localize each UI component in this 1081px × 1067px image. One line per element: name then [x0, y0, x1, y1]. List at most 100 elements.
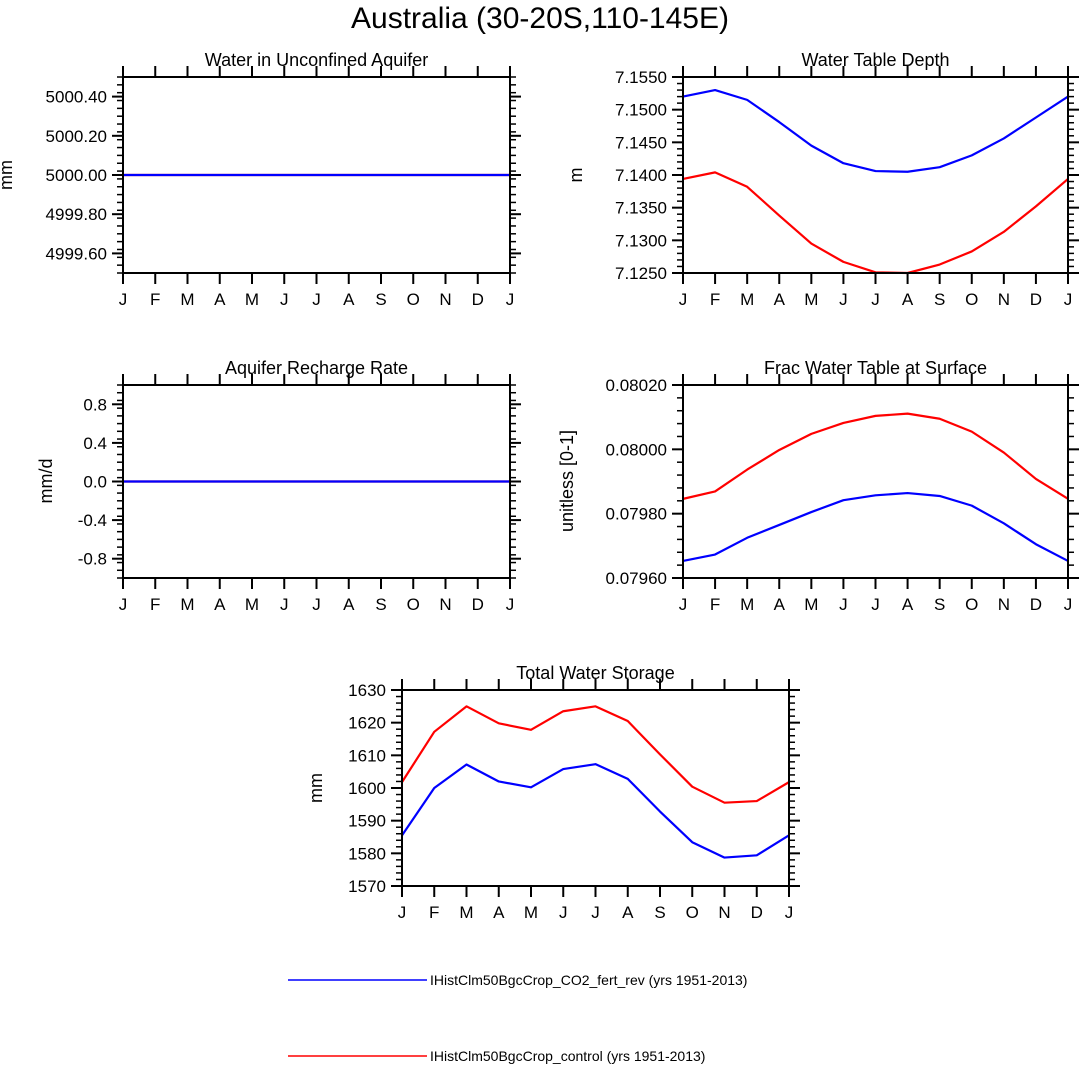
- y-tick-label: 7.1500: [615, 101, 667, 120]
- y-tick-label: 7.1250: [615, 264, 667, 283]
- series-line-2: [682, 412, 1069, 500]
- x-tick-label: A: [214, 290, 226, 309]
- y-tick-label: 4999.80: [46, 205, 107, 224]
- x-tick-label: D: [1030, 290, 1042, 309]
- y-tick-label: 5000.20: [46, 127, 107, 146]
- y-tick-label: 1620: [348, 714, 386, 733]
- x-tick-label: D: [1030, 595, 1042, 614]
- x-tick-label: J: [679, 595, 688, 614]
- x-tick-label: M: [804, 595, 818, 614]
- x-tick-label: S: [934, 595, 945, 614]
- chart-panel-4: Frac Water Table at Surface unitless [0-1…: [557, 358, 1079, 614]
- x-tick-label: J: [312, 595, 321, 614]
- x-tick-label: M: [245, 595, 259, 614]
- legend-label: IHistClm50BgcCrop_control (yrs 1951-2013…: [430, 1048, 705, 1064]
- series-line-2: [401, 705, 790, 804]
- y-axis-label: unitless [0-1]: [557, 430, 577, 532]
- x-tick-label: F: [150, 595, 160, 614]
- x-tick-label: J: [871, 595, 880, 614]
- y-tick-label: -0.8: [78, 550, 107, 569]
- x-tick-label: J: [839, 595, 848, 614]
- x-tick-label: O: [965, 290, 978, 309]
- x-tick-label: J: [312, 290, 321, 309]
- x-tick-label: F: [710, 290, 720, 309]
- y-tick-label: 0.08000: [606, 440, 667, 459]
- y-tick-label: 4999.60: [46, 244, 107, 263]
- y-tick-label: 5000.00: [46, 166, 107, 185]
- x-tick-label: J: [1064, 290, 1073, 309]
- x-tick-label: A: [343, 290, 355, 309]
- y-tick-label: 7.1300: [615, 231, 667, 250]
- x-tick-label: D: [472, 290, 484, 309]
- series-line-1: [682, 88, 1069, 173]
- y-tick-label: 0.8: [83, 395, 107, 414]
- y-tick-label: 1580: [348, 844, 386, 863]
- y-tick-label: 0.08020: [606, 376, 667, 395]
- x-tick-label: M: [459, 903, 473, 922]
- x-tick-label: A: [214, 595, 226, 614]
- x-tick-label: A: [774, 290, 786, 309]
- x-tick-label: J: [119, 595, 128, 614]
- x-tick-label: M: [180, 595, 194, 614]
- x-tick-label: A: [902, 290, 914, 309]
- x-tick-label: N: [998, 290, 1010, 309]
- legend-item-1: IHistClm50BgcCrop_CO2_fert_rev (yrs 1951…: [288, 972, 747, 988]
- y-tick-label: 1610: [348, 746, 386, 765]
- x-tick-label: N: [439, 290, 451, 309]
- y-tick-label: 1630: [348, 681, 386, 700]
- x-tick-label: F: [429, 903, 439, 922]
- y-tick-label: 7.1400: [615, 166, 667, 185]
- y-tick-label: 0.07960: [606, 569, 667, 588]
- x-tick-label: D: [751, 903, 763, 922]
- legend-item-2: IHistClm50BgcCrop_control (yrs 1951-2013…: [288, 1048, 705, 1064]
- panel-title: Aquifer Recharge Rate: [225, 358, 408, 378]
- x-tick-label: J: [785, 903, 794, 922]
- x-tick-label: J: [280, 290, 289, 309]
- y-tick-label: 1570: [348, 877, 386, 896]
- legend-label: IHistClm50BgcCrop_CO2_fert_rev (yrs 1951…: [430, 972, 747, 988]
- x-tick-label: S: [375, 595, 386, 614]
- x-tick-label: M: [740, 595, 754, 614]
- series-line-1: [401, 763, 790, 859]
- x-tick-label: D: [472, 595, 484, 614]
- legend: IHistClm50BgcCrop_CO2_fert_rev (yrs 1951…: [288, 972, 747, 1064]
- y-tick-label: 1600: [348, 779, 386, 798]
- x-tick-label: M: [740, 290, 754, 309]
- x-tick-label: J: [506, 290, 515, 309]
- y-axis-label: mm/d: [36, 459, 56, 504]
- x-tick-label: S: [934, 290, 945, 309]
- y-tick-label: -0.4: [78, 511, 107, 530]
- x-tick-label: J: [119, 290, 128, 309]
- x-tick-label: J: [679, 290, 688, 309]
- y-tick-label: 0.0: [83, 473, 107, 492]
- x-tick-label: M: [180, 290, 194, 309]
- series-line-1: [682, 491, 1069, 563]
- x-tick-label: A: [622, 903, 634, 922]
- y-tick-label: 0.07980: [606, 505, 667, 524]
- x-tick-label: J: [591, 903, 600, 922]
- x-tick-label: J: [280, 595, 289, 614]
- x-tick-label: J: [398, 903, 407, 922]
- x-tick-label: S: [375, 290, 386, 309]
- x-tick-label: A: [902, 595, 914, 614]
- x-tick-label: F: [710, 595, 720, 614]
- x-tick-label: J: [559, 903, 568, 922]
- x-tick-label: N: [439, 595, 451, 614]
- y-tick-label: 1590: [348, 812, 386, 831]
- y-tick-label: 7.1350: [615, 199, 667, 218]
- x-tick-label: J: [871, 290, 880, 309]
- x-tick-label: J: [1064, 595, 1073, 614]
- y-tick-label: 7.1550: [615, 68, 667, 87]
- x-tick-label: O: [407, 595, 420, 614]
- x-tick-label: M: [804, 290, 818, 309]
- x-tick-label: M: [245, 290, 259, 309]
- series-line-2: [682, 171, 1069, 275]
- x-tick-label: F: [150, 290, 160, 309]
- panel-title: Total Water Storage: [516, 663, 674, 683]
- x-tick-label: S: [654, 903, 665, 922]
